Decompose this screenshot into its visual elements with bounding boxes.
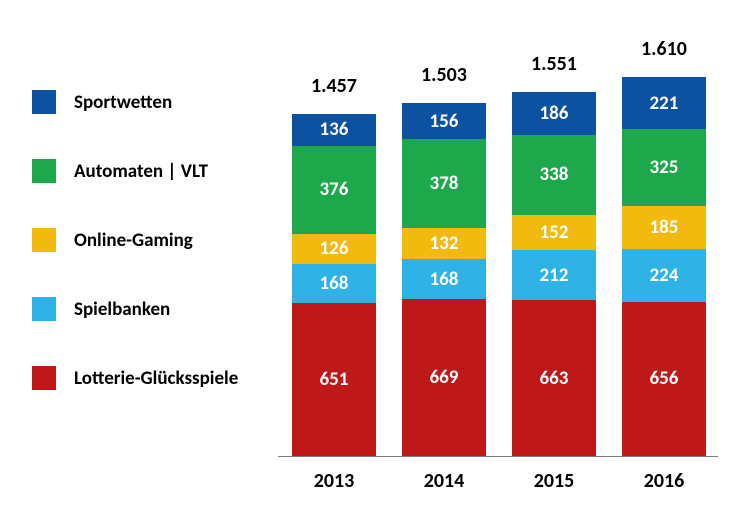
bar-segment-online: 132: [402, 228, 486, 259]
bar-segment-online: 152: [512, 215, 596, 251]
bar-column: 6691681323781561.503: [402, 103, 486, 456]
bar-segment-automaten: 378: [402, 139, 486, 228]
bar-total-label: 1.457: [292, 74, 376, 98]
bar-total-label: 1.610: [622, 37, 706, 61]
legend-label-sportwetten: Sportwetten: [74, 91, 172, 114]
x-axis-label: 2015: [512, 469, 596, 493]
x-axis-label: 2014: [402, 469, 486, 493]
bar-segment-automaten: 325: [622, 129, 706, 205]
x-axis-label: 2013: [292, 469, 376, 493]
plot-area: 6511681263761361.4576691681323781561.503…: [278, 36, 718, 457]
bar-segment-spielbanken: 224: [622, 249, 706, 302]
legend-item-spielbanken: Spielbanken: [32, 297, 238, 321]
legend-item-online: Online-Gaming: [32, 228, 238, 252]
bar-segment-automaten: 376: [292, 146, 376, 234]
bar-column: 6562241853252211.610: [622, 77, 706, 456]
legend-item-lotterie: Lotterie-Glücksspiele: [32, 366, 238, 390]
x-axis-label: 2016: [622, 469, 706, 493]
bar-column: 6511681263761361.457: [292, 114, 376, 456]
bar-segment-spielbanken: 168: [292, 264, 376, 303]
bar-column: 6632121523381861.551: [512, 92, 596, 456]
x-axis-labels: 2013 2014 2015 2016: [278, 469, 718, 499]
bar-segment-spielbanken: 168: [402, 259, 486, 298]
bar-total-label: 1.551: [512, 52, 596, 76]
bar-segment-lotterie: 651: [292, 303, 376, 456]
bar-segment-lotterie: 656: [622, 302, 706, 456]
bar-total-label: 1.503: [402, 63, 486, 87]
bar-segment-lotterie: 663: [512, 300, 596, 456]
legend-swatch-automaten: [32, 159, 56, 183]
bar-segment-spielbanken: 212: [512, 250, 596, 300]
legend-label-online: Online-Gaming: [74, 229, 193, 252]
legend-label-spielbanken: Spielbanken: [74, 298, 170, 321]
bar-segment-automaten: 338: [512, 135, 596, 214]
legend-item-automaten: Automaten | VLT: [32, 159, 238, 183]
legend-label-lotterie: Lotterie-Glücksspiele: [74, 367, 238, 390]
legend-swatch-lotterie: [32, 366, 56, 390]
bar-segment-sportwetten: 186: [512, 92, 596, 136]
legend-item-sportwetten: Sportwetten: [32, 90, 238, 114]
bar-segment-lotterie: 669: [402, 299, 486, 456]
legend-swatch-online: [32, 228, 56, 252]
legend: Sportwetten Automaten | VLT Online-Gamin…: [32, 90, 238, 390]
bar-segment-online: 185: [622, 206, 706, 249]
legend-label-automaten: Automaten | VLT: [74, 160, 208, 183]
legend-swatch-sportwetten: [32, 90, 56, 114]
legend-swatch-spielbanken: [32, 297, 56, 321]
bar-segment-sportwetten: 156: [402, 103, 486, 140]
bar-segment-sportwetten: 136: [292, 114, 376, 146]
bar-segment-sportwetten: 221: [622, 77, 706, 129]
bar-segment-online: 126: [292, 234, 376, 264]
stacked-bar-chart: Sportwetten Automaten | VLT Online-Gamin…: [0, 0, 747, 527]
